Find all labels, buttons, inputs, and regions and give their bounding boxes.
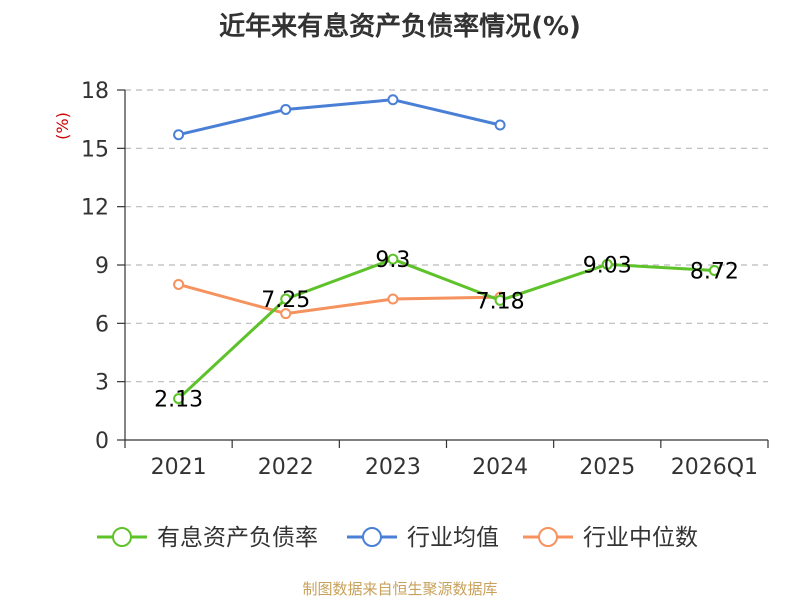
data-point bbox=[280, 293, 292, 305]
data-label: 9.3 bbox=[375, 248, 410, 273]
x-tick-label: 2023 bbox=[365, 455, 421, 480]
data-point bbox=[280, 103, 292, 115]
grid-lines bbox=[125, 89, 768, 383]
data-labels: 2.13 7.25 9.3 7.18 9.03 8.72 bbox=[154, 248, 739, 412]
source-note: 制图数据来自恒生聚源数据库 bbox=[302, 580, 498, 598]
series-line bbox=[178, 98, 501, 137]
data-point bbox=[387, 253, 399, 265]
legend-marker bbox=[362, 527, 382, 547]
data-point bbox=[173, 278, 185, 290]
legend: 有息资产负债率 行业均值 行业中位数 bbox=[97, 525, 698, 551]
legend-marker bbox=[538, 527, 558, 547]
legend-label: 行业均值 bbox=[407, 525, 499, 551]
y-tick-label: 12 bbox=[81, 196, 109, 221]
data-label: 7.25 bbox=[261, 288, 310, 313]
series-line bbox=[178, 282, 501, 316]
x-tick-label: 2025 bbox=[579, 455, 635, 480]
axes: 0 3 6 9 12 15 18 2021 2022 2023 2024 2025 2026Q1 (%) bbox=[53, 79, 769, 480]
data-point bbox=[173, 129, 185, 141]
data-point bbox=[173, 393, 185, 405]
y-tick-label: 0 bbox=[95, 429, 109, 454]
data-point bbox=[280, 308, 292, 320]
data-point bbox=[387, 94, 399, 106]
legend-label: 有息资产负债率 bbox=[157, 525, 318, 551]
data-point bbox=[601, 258, 613, 270]
legend-marker bbox=[112, 527, 132, 547]
x-tick-label: 2022 bbox=[258, 455, 314, 480]
legend-label: 行业中位数 bbox=[583, 525, 698, 551]
x-tick-label: 2026Q1 bbox=[671, 455, 758, 480]
data-label: 7.18 bbox=[476, 289, 525, 314]
data-label: 9.03 bbox=[583, 253, 632, 278]
y-tick-label: 3 bbox=[95, 371, 109, 396]
data-point bbox=[494, 294, 506, 306]
data-label: 2.13 bbox=[154, 388, 203, 413]
y-axis-label: (%) bbox=[53, 112, 72, 140]
y-tick-label: 18 bbox=[81, 79, 109, 104]
y-tick-label: 15 bbox=[81, 137, 109, 162]
data-point bbox=[387, 293, 399, 305]
data-point bbox=[494, 119, 506, 131]
x-tick-label: 2024 bbox=[472, 455, 528, 480]
y-tick-label: 9 bbox=[95, 254, 109, 279]
series-line bbox=[177, 257, 715, 400]
data-point bbox=[708, 264, 720, 276]
series bbox=[173, 94, 720, 405]
y-tick-label: 6 bbox=[95, 312, 109, 337]
x-tick-label: 2021 bbox=[151, 455, 207, 480]
data-label: 8.72 bbox=[690, 259, 739, 284]
chart-title: 近年来有息资产负债率情况(%) bbox=[219, 12, 581, 42]
